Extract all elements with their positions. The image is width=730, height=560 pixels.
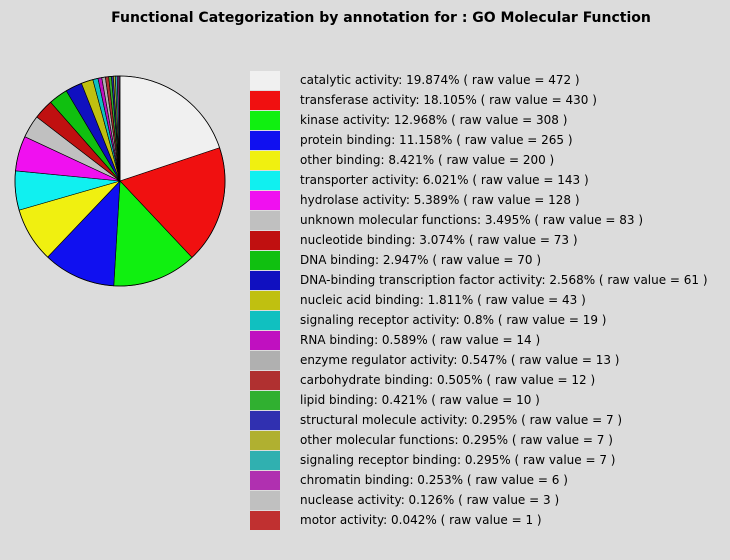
legend-item: chromatin binding: 0.253% ( raw value = … — [250, 470, 730, 490]
legend-label: other binding: 8.421% ( raw value = 200 … — [300, 153, 555, 167]
legend-label: motor activity: 0.042% ( raw value = 1 ) — [300, 513, 542, 527]
legend-swatch — [250, 90, 280, 110]
legend-label: DNA binding: 2.947% ( raw value = 70 ) — [300, 253, 542, 267]
legend-item: DNA binding: 2.947% ( raw value = 70 ) — [250, 250, 730, 270]
legend-label: kinase activity: 12.968% ( raw value = 3… — [300, 113, 568, 127]
legend-swatch — [250, 170, 280, 190]
legend: catalytic activity: 19.874% ( raw value … — [250, 70, 730, 530]
legend-label: hydrolase activity: 5.389% ( raw value =… — [300, 193, 580, 207]
legend-item: kinase activity: 12.968% ( raw value = 3… — [250, 110, 730, 130]
legend-item: catalytic activity: 19.874% ( raw value … — [250, 70, 730, 90]
legend-item: signaling receptor activity: 0.8% ( raw … — [250, 310, 730, 330]
legend-label: DNA-binding transcription factor activit… — [300, 273, 708, 287]
legend-item: motor activity: 0.042% ( raw value = 1 ) — [250, 510, 730, 530]
legend-swatch — [250, 490, 280, 510]
legend-swatch — [250, 330, 280, 350]
legend-item: unknown molecular functions: 3.495% ( ra… — [250, 210, 730, 230]
legend-swatch — [250, 210, 280, 230]
legend-label: signaling receptor binding: 0.295% ( raw… — [300, 453, 616, 467]
legend-item: protein binding: 11.158% ( raw value = 2… — [250, 130, 730, 150]
legend-item: other binding: 8.421% ( raw value = 200 … — [250, 150, 730, 170]
legend-swatch — [250, 390, 280, 410]
legend-swatch — [250, 130, 280, 150]
legend-swatch — [250, 290, 280, 310]
legend-label: signaling receptor activity: 0.8% ( raw … — [300, 313, 607, 327]
legend-label: RNA binding: 0.589% ( raw value = 14 ) — [300, 333, 541, 347]
legend-item: nuclease activity: 0.126% ( raw value = … — [250, 490, 730, 510]
legend-swatch — [250, 370, 280, 390]
chart-title: Functional Categorization by annotation … — [111, 10, 651, 26]
legend-label: unknown molecular functions: 3.495% ( ra… — [300, 213, 644, 227]
legend-item: structural molecule activity: 0.295% ( r… — [250, 410, 730, 430]
legend-swatch — [250, 410, 280, 430]
legend-swatch — [250, 470, 280, 490]
legend-swatch — [250, 430, 280, 450]
legend-item: enzyme regulator activity: 0.547% ( raw … — [250, 350, 730, 370]
legend-item: nucleotide binding: 3.074% ( raw value =… — [250, 230, 730, 250]
legend-swatch — [250, 110, 280, 130]
legend-label: carbohydrate binding: 0.505% ( raw value… — [300, 373, 596, 387]
legend-swatch — [250, 230, 280, 250]
legend-label: catalytic activity: 19.874% ( raw value … — [300, 73, 580, 87]
legend-label: nucleic acid binding: 1.811% ( raw value… — [300, 293, 586, 307]
legend-label: transferase activity: 18.105% ( raw valu… — [300, 93, 597, 107]
legend-swatch — [250, 510, 280, 530]
legend-item: other molecular functions: 0.295% ( raw … — [250, 430, 730, 450]
legend-label: lipid binding: 0.421% ( raw value = 10 ) — [300, 393, 540, 407]
legend-label: structural molecule activity: 0.295% ( r… — [300, 413, 623, 427]
legend-swatch — [250, 310, 280, 330]
pie-outline — [14, 75, 226, 287]
legend-label: chromatin binding: 0.253% ( raw value = … — [300, 473, 568, 487]
legend-swatch — [250, 70, 280, 90]
legend-swatch — [250, 250, 280, 270]
legend-item: hydrolase activity: 5.389% ( raw value =… — [250, 190, 730, 210]
legend-swatch — [250, 450, 280, 470]
legend-item: RNA binding: 0.589% ( raw value = 14 ) — [250, 330, 730, 350]
legend-swatch — [250, 150, 280, 170]
legend-label: enzyme regulator activity: 0.547% ( raw … — [300, 353, 620, 367]
legend-label: transporter activity: 6.021% ( raw value… — [300, 173, 589, 187]
legend-swatch — [250, 270, 280, 290]
legend-item: DNA-binding transcription factor activit… — [250, 270, 730, 290]
legend-item: lipid binding: 0.421% ( raw value = 10 ) — [250, 390, 730, 410]
legend-label: nucleotide binding: 3.074% ( raw value =… — [300, 233, 578, 247]
legend-swatch — [250, 350, 280, 370]
legend-swatch — [250, 190, 280, 210]
legend-item: signaling receptor binding: 0.295% ( raw… — [250, 450, 730, 470]
legend-item: transporter activity: 6.021% ( raw value… — [250, 170, 730, 190]
legend-label: protein binding: 11.158% ( raw value = 2… — [300, 133, 573, 147]
legend-label: other molecular functions: 0.295% ( raw … — [300, 433, 613, 447]
pie-chart — [14, 75, 226, 287]
legend-item: nucleic acid binding: 1.811% ( raw value… — [250, 290, 730, 310]
legend-item: transferase activity: 18.105% ( raw valu… — [250, 90, 730, 110]
legend-label: nuclease activity: 0.126% ( raw value = … — [300, 493, 560, 507]
legend-item: carbohydrate binding: 0.505% ( raw value… — [250, 370, 730, 390]
